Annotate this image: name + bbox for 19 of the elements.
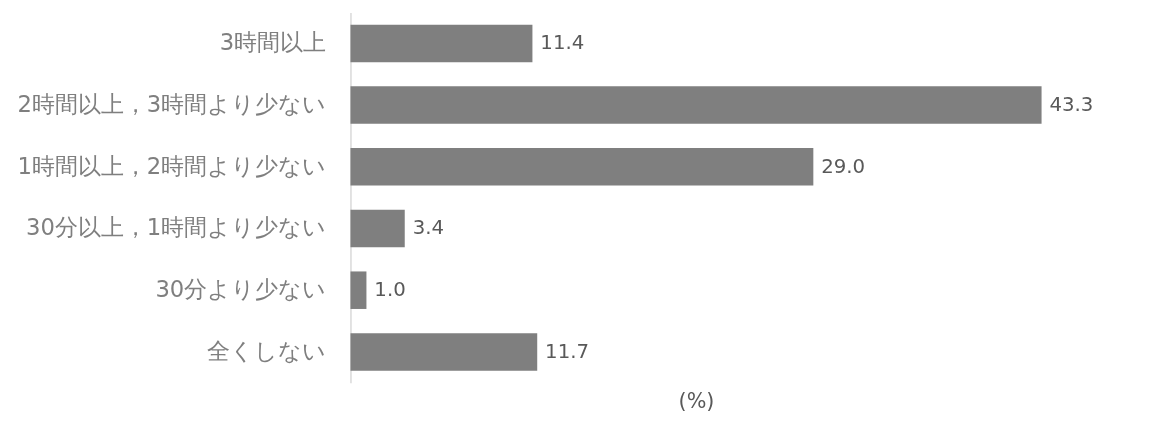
data-label: 3.4 [412, 216, 445, 240]
y-tick-label: 30分以上，1時間より少ない [25, 214, 327, 241]
y-tick-label: 3時間以上 [219, 29, 327, 56]
data-label: 29.0 [821, 154, 866, 178]
data-label: 11.4 [540, 31, 585, 55]
data-label: 43.3 [1049, 93, 1094, 117]
bar [350, 333, 538, 371]
bar [350, 271, 367, 309]
y-tick-label: 1時間以上，2時間より少ない [17, 152, 327, 179]
bar [350, 86, 1042, 124]
bar [350, 148, 814, 186]
bar [350, 209, 405, 248]
x-axis-title: (%) [678, 388, 715, 413]
bar [350, 24, 533, 63]
y-tick-label: 2時間以上，3時間より少ない [17, 91, 327, 118]
y-tick-label: 全くしない [207, 337, 327, 364]
data-label: 1.0 [374, 278, 406, 302]
y-tick-label: 30分より少ない [155, 276, 327, 303]
data-label: 11.7 [545, 339, 590, 363]
